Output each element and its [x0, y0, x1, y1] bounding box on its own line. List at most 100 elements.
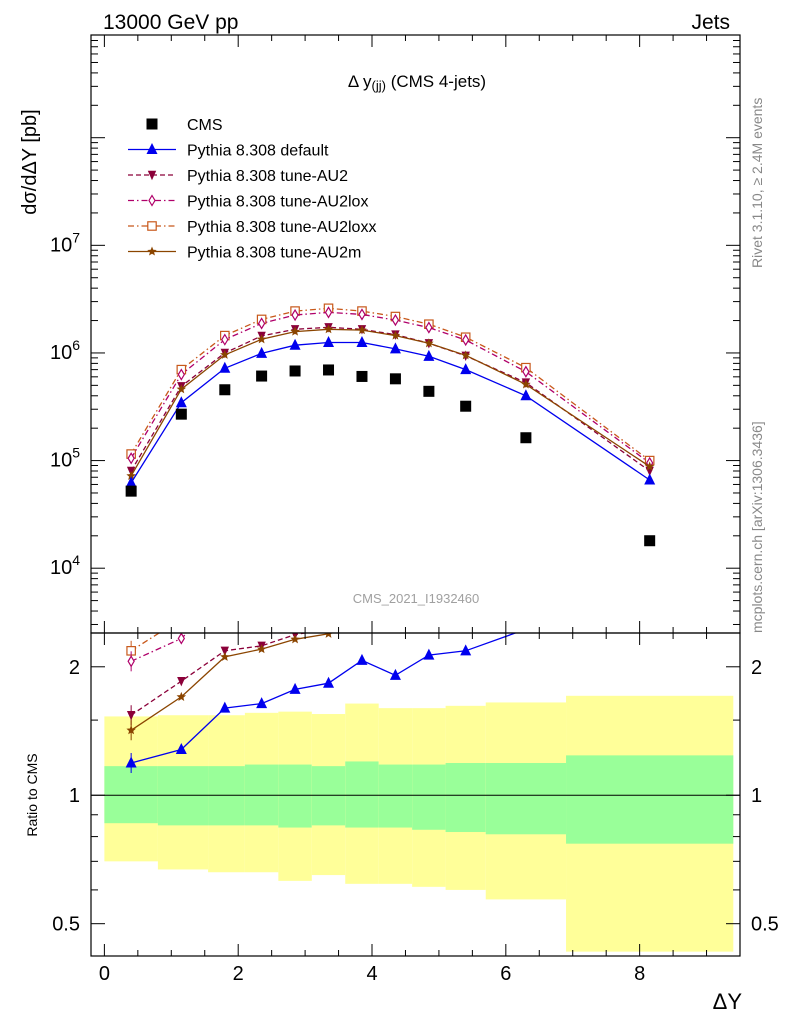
legend-label-au2lox: Pythia 8.308 tune-AU2lox — [187, 194, 368, 211]
x-axis-label: ΔY — [713, 989, 743, 1014]
main-point-au2m — [521, 379, 531, 389]
main-axis-ticks: 104 105 106 107 — [50, 34, 740, 633]
ratio-point-au2 — [177, 677, 186, 687]
y-tick-label: 104 — [50, 552, 80, 579]
main-plot-area — [125, 303, 656, 547]
y-tick-label: 105 — [50, 445, 80, 472]
main-point-default — [256, 346, 268, 358]
main-point-au2lox — [257, 317, 266, 330]
x-tick-label: 4 — [366, 963, 377, 985]
legend-marker-default — [146, 143, 158, 154]
band-inner — [157, 766, 209, 826]
main-point-au2m — [220, 349, 230, 359]
ratio-line-au2loxx — [130, 633, 161, 652]
main-point-au2m — [357, 325, 367, 335]
main-point-au2lox — [291, 308, 299, 322]
ratio-line-au2 — [130, 633, 310, 716]
ratio-point-default — [460, 644, 472, 656]
analysis-id-label: CMS_2021_I1932460 — [353, 591, 480, 606]
ratio-uncertainty-bands — [104, 695, 734, 952]
main-point-default — [323, 336, 335, 348]
mcplots-label: mcplots.cern.ch [arXiv:1306.3436] — [749, 421, 765, 633]
x-tick-label: 6 — [500, 963, 511, 985]
legend: CMS Pythia 8.308 default Pythia 8.308 tune… — [128, 117, 376, 262]
ratio-axis-ticks: 0 2 4 6 8 0.5 0.5 1 1 2 2 — [52, 633, 779, 985]
legend-label-au2m: Pythia 8.308 tune-AU2m — [187, 245, 361, 262]
main-point-au2m — [644, 461, 655, 471]
y-tick-label: 106 — [50, 337, 80, 364]
ratio-point-default — [289, 682, 301, 694]
main-point-au2lox — [358, 308, 366, 321]
main-point-au2lox — [391, 313, 400, 327]
ratio-point-default — [175, 742, 187, 754]
ratio-y-tick-label-left: 2 — [69, 657, 80, 679]
main-line-au2 — [130, 326, 651, 472]
legend-label-au2: Pythia 8.308 tune-AU2 — [187, 168, 348, 185]
main-point-cms — [175, 408, 187, 420]
x-tick-label: 0 — [99, 963, 110, 985]
main-point-cms — [460, 400, 472, 412]
ratio-point-au2lox — [177, 633, 186, 645]
main-point-cms — [125, 485, 137, 497]
ratio-plot-area — [125, 633, 518, 774]
band-inner — [412, 764, 446, 830]
main-point-au2lox — [425, 321, 433, 334]
band-inner — [278, 764, 312, 828]
legend-label-default: Pythia 8.308 default — [187, 143, 329, 160]
energy-label: 13000 GeV pp — [103, 11, 238, 34]
main-line-au2lox — [130, 311, 651, 464]
band-inner — [485, 763, 567, 835]
ratio-frame — [90, 632, 741, 957]
main-point-cms — [289, 365, 301, 377]
main-line-au2loxx — [130, 307, 651, 462]
legend-marker-au2m — [147, 246, 157, 256]
y-axis-label: dσ/dΔY [pb] — [19, 109, 41, 214]
main-point-au2m — [460, 350, 471, 360]
main-point-au2m — [126, 470, 136, 480]
ratio-point-au2m — [290, 634, 300, 644]
ratio-point-default — [423, 648, 435, 660]
main-point-au2m — [176, 384, 187, 394]
band-inner — [208, 766, 245, 826]
ratio-point-au2m — [324, 633, 333, 638]
ratio-point-default — [323, 676, 335, 688]
ratio-y-tick-label-right: 1 — [751, 785, 762, 807]
band-inner — [378, 764, 413, 828]
main-point-default — [423, 349, 435, 361]
main-point-cms — [520, 432, 532, 444]
main-point-au2lox — [177, 368, 186, 381]
ratio-point-au2 — [220, 646, 230, 657]
main-point-cms — [423, 385, 435, 397]
ratio-point-au2 — [126, 711, 136, 721]
main-point-cms — [219, 384, 231, 396]
main-line-au2m — [130, 328, 651, 477]
main-point-default — [289, 338, 301, 350]
ratio-y-axis-label: Ratio to CMS — [24, 753, 40, 836]
legend-label-cms: CMS — [187, 117, 223, 134]
main-point-cms — [356, 370, 368, 382]
main-point-default — [389, 342, 401, 354]
ratio-point-au2lox — [127, 655, 135, 668]
main-point-au2m — [424, 338, 434, 348]
main-point-default — [644, 473, 656, 485]
main-point-default — [520, 389, 532, 401]
ratio-point-default — [256, 697, 268, 709]
main-point-default — [460, 363, 472, 375]
legend-marker-au2loxx — [147, 221, 157, 231]
ratio-line-au2lox — [130, 633, 188, 662]
main-point-au2m — [390, 330, 401, 340]
main-line-default — [130, 341, 651, 484]
main-point-au2lox — [522, 365, 530, 378]
ratio-point-au2m — [176, 691, 187, 701]
legend-marker-au2 — [147, 170, 157, 181]
rivet-label: Rivet 3.1.10, ≥ 2.4M events — [749, 98, 765, 268]
main-point-default — [219, 361, 231, 373]
ratio-y-tick-label-right: 0.5 — [751, 914, 779, 936]
ratio-point-default — [219, 701, 231, 713]
main-point-au2m — [323, 324, 334, 334]
ratio-y-tick-label-left: 0.5 — [52, 914, 80, 936]
main-point-cms — [644, 535, 656, 547]
main-point-au2lox — [461, 333, 470, 347]
main-point-default — [125, 476, 137, 488]
